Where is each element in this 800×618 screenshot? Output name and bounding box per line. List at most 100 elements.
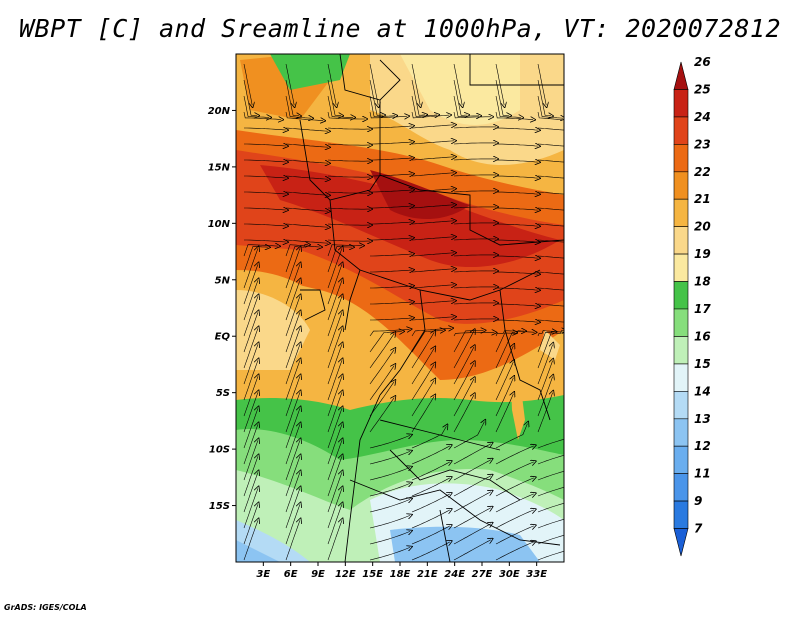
- streamline: [453, 460, 491, 481]
- streamline: [369, 499, 410, 513]
- streamline: [243, 248, 258, 289]
- colorbar-label: 11: [694, 467, 711, 481]
- streamline: [369, 79, 383, 115]
- streamline: [495, 446, 534, 465]
- streamline: [285, 376, 300, 417]
- streamline: [285, 312, 300, 353]
- streamline: [537, 143, 564, 147]
- streamline: [327, 111, 365, 119]
- streamline: [369, 515, 410, 529]
- streamline: [285, 504, 300, 545]
- streamline: [537, 207, 564, 211]
- streamline: [537, 79, 551, 116]
- streamline: [285, 79, 299, 116]
- streamline: [411, 494, 450, 513]
- streamline: [243, 360, 258, 401]
- colorbar-swatch: [673, 363, 689, 392]
- streamline: [453, 331, 474, 369]
- lat-tick-label: 15N: [208, 162, 231, 173]
- colorbar-swatch: [673, 198, 689, 227]
- colorbar-swatch: [673, 61, 689, 90]
- streamline: [244, 208, 286, 210]
- streamline: [411, 301, 454, 305]
- streamline: [370, 126, 412, 128]
- streamline: [243, 79, 257, 116]
- streamline: [537, 345, 553, 385]
- streamline: [495, 304, 538, 306]
- streamline: [495, 542, 534, 561]
- streamline: [327, 264, 342, 305]
- streamline: [285, 223, 328, 227]
- streamline: [495, 378, 513, 417]
- streamline: [411, 205, 454, 209]
- country-borders: [299, 54, 564, 562]
- streamline: [369, 366, 394, 401]
- streamline: [243, 504, 258, 545]
- streamline: [244, 160, 286, 162]
- colorbar-label: 15: [694, 357, 711, 371]
- streamline: [243, 408, 258, 449]
- streamline: [285, 191, 328, 195]
- streamline: [243, 280, 258, 321]
- streamline: [327, 192, 370, 193]
- streamline: [411, 542, 450, 561]
- streamline: [411, 462, 450, 481]
- streamline: [327, 160, 370, 161]
- streamline: [495, 256, 538, 258]
- streamline: [285, 296, 300, 337]
- colorbar-label: 14: [694, 384, 711, 398]
- streamline: [537, 331, 564, 353]
- lon-tick-label: 9E: [311, 569, 325, 580]
- streamline: [327, 376, 342, 417]
- streamline: [243, 328, 258, 369]
- streamline: [327, 248, 342, 289]
- streamline: [411, 426, 446, 449]
- streamline: [537, 550, 564, 561]
- streamline: [495, 462, 534, 481]
- streamline: [243, 312, 258, 353]
- colorbar-swatch: [673, 308, 689, 337]
- streamline: [327, 208, 370, 209]
- streamline: [537, 534, 564, 545]
- streamline: [285, 280, 300, 321]
- streamline: [327, 392, 342, 433]
- colorbar-label: 26: [694, 55, 711, 69]
- streamline: [537, 319, 564, 323]
- streamline: [453, 540, 491, 561]
- streamline: [369, 398, 394, 433]
- lon-tick-label: 33E: [526, 569, 547, 580]
- streamline: [369, 435, 410, 449]
- streamline: [285, 472, 300, 513]
- colorbar-swatch: [673, 281, 689, 310]
- streamline: [285, 344, 300, 385]
- streamline: [243, 63, 252, 105]
- lat-tick-label: 5N: [215, 275, 231, 286]
- streamline: [411, 157, 454, 161]
- streamline: [411, 237, 454, 241]
- streamline: [495, 526, 534, 545]
- streamline: [537, 255, 564, 259]
- streamline: [537, 159, 564, 163]
- streamline: [285, 127, 328, 131]
- streamline: [411, 285, 454, 289]
- streamline: [411, 141, 454, 145]
- streamline: [411, 364, 434, 401]
- streamline: [369, 467, 410, 481]
- streamline: [495, 494, 534, 513]
- colorbar-label: 12: [694, 439, 711, 453]
- streamline: [537, 502, 564, 513]
- streamline: [243, 264, 258, 305]
- streamline: [537, 454, 564, 465]
- streamline: [453, 524, 491, 545]
- streamline: [495, 144, 538, 146]
- streamline: [495, 208, 538, 210]
- streamline: [285, 392, 300, 433]
- streamline: [370, 318, 412, 320]
- streamline: [453, 271, 496, 272]
- streamline: [327, 63, 336, 105]
- streamline: [244, 144, 286, 146]
- lon-tick-label: 3E: [256, 569, 270, 580]
- colorbar-label: 20: [694, 220, 711, 234]
- lat-tick-label: 5S: [216, 388, 230, 399]
